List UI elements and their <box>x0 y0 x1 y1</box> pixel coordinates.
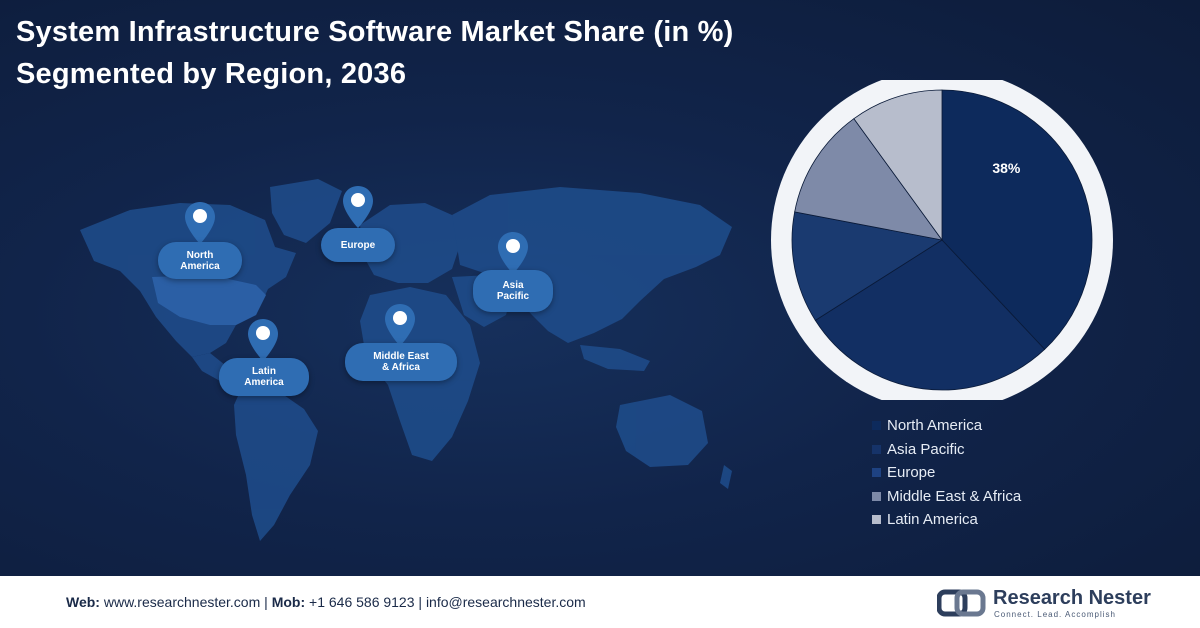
legend-label: North America <box>887 417 983 435</box>
europe-shape <box>360 203 460 283</box>
middle-east-africa-pin-icon <box>385 304 415 346</box>
chart-title-line-2: Segmented by Region, 2036 <box>16 58 407 90</box>
email-link[interactable]: info@researchnester.com <box>425 594 586 610</box>
north-america-pin-icon <box>185 202 215 244</box>
logo-tagline: Connect. Lead. Accomplish <box>994 610 1116 619</box>
phone-number: +1 646 586 9123 <box>309 594 415 610</box>
chart-legend: North America Asia Pacific Europe Middle Ea… <box>872 414 1021 532</box>
pie-slice-latin-america <box>853 89 943 242</box>
southeast-asia-shape <box>580 345 650 371</box>
latin-america-label-line-1: Latin <box>252 366 276 377</box>
legend-label: Middle East & Africa <box>887 487 1022 505</box>
chart-title-line-1: System Infrastructure Software Market Sh… <box>16 16 734 48</box>
north-america-label: North America <box>158 242 242 279</box>
logo-mark-icon <box>937 589 986 617</box>
legend-item: Europe <box>872 461 1021 485</box>
south-america-shape <box>234 387 318 541</box>
web-link[interactable]: www.researchnester.com <box>103 594 261 610</box>
separator-1: | <box>264 594 268 610</box>
legend-swatch <box>872 421 881 431</box>
asia-pacific-pin-icon <box>498 232 528 274</box>
pie-slice-middle-east-africa <box>794 118 943 241</box>
pie-chart: 38% <box>770 80 1114 400</box>
legend-swatch <box>872 468 881 478</box>
latin-america-label-line-2: America <box>244 377 284 388</box>
legend-label: Asia Pacific <box>887 440 965 458</box>
contact-line: Web: www.researchnester.com | Mob: +1 64… <box>66 594 586 610</box>
australia-shape <box>616 395 708 467</box>
legend-item: North America <box>872 414 1021 438</box>
middle-east-africa-label-line-1: Middle East <box>373 351 429 362</box>
legend-swatch <box>872 444 881 454</box>
legend-item: Middle East & Africa <box>872 485 1021 509</box>
middle-east-africa-label-line-2: & Africa <box>382 362 420 373</box>
footer-bar: Web: www.researchnester.com | Mob: +1 64… <box>0 576 1200 628</box>
europe-pin-icon <box>343 186 373 228</box>
asia-pacific-label-line-1: Asia <box>502 280 524 291</box>
infographic-panel: System Infrastructure Software Market Sh… <box>0 0 1200 576</box>
usa-highlight-shape <box>152 275 266 325</box>
middle-east-africa-label: Middle East & Africa <box>345 343 457 381</box>
pie-slice-value-label: 38% <box>992 160 1021 176</box>
north-america-label-line-2: America <box>180 260 220 272</box>
web-label: Web: <box>66 594 100 610</box>
legend-label: Europe <box>887 464 936 482</box>
legend-label: Latin America <box>887 511 978 529</box>
asia-pacific-label: Asia Pacific <box>473 270 553 312</box>
asia-pacific-label-line-2: Pacific <box>496 291 530 302</box>
north-america-label-line-1: North <box>186 249 214 261</box>
new-zealand-shape <box>720 465 732 489</box>
logo-name: Research Nester <box>993 587 1151 609</box>
research-nester-logo: Research Nester Connect. Lead. Accomplis… <box>937 585 1151 621</box>
mob-label: Mob: <box>271 594 306 610</box>
legend-swatch <box>872 515 881 525</box>
separator-2: | <box>418 594 423 610</box>
legend-item: Asia Pacific <box>872 438 1021 462</box>
greenland-shape <box>270 179 342 243</box>
pie-slice-asia-pacific <box>814 239 1046 391</box>
pie-chart-svg: 38% <box>771 80 1113 400</box>
latin-america-pin-icon <box>248 319 278 361</box>
legend-item: Latin America <box>872 508 1021 532</box>
europe-label: Europe <box>321 228 395 262</box>
latin-america-label: Latin America <box>219 358 309 396</box>
pie-slice-europe <box>791 211 944 321</box>
legend-swatch <box>872 491 881 501</box>
pie-slice-north-america <box>941 89 1093 350</box>
europe-label-line-1: Europe <box>340 239 376 251</box>
